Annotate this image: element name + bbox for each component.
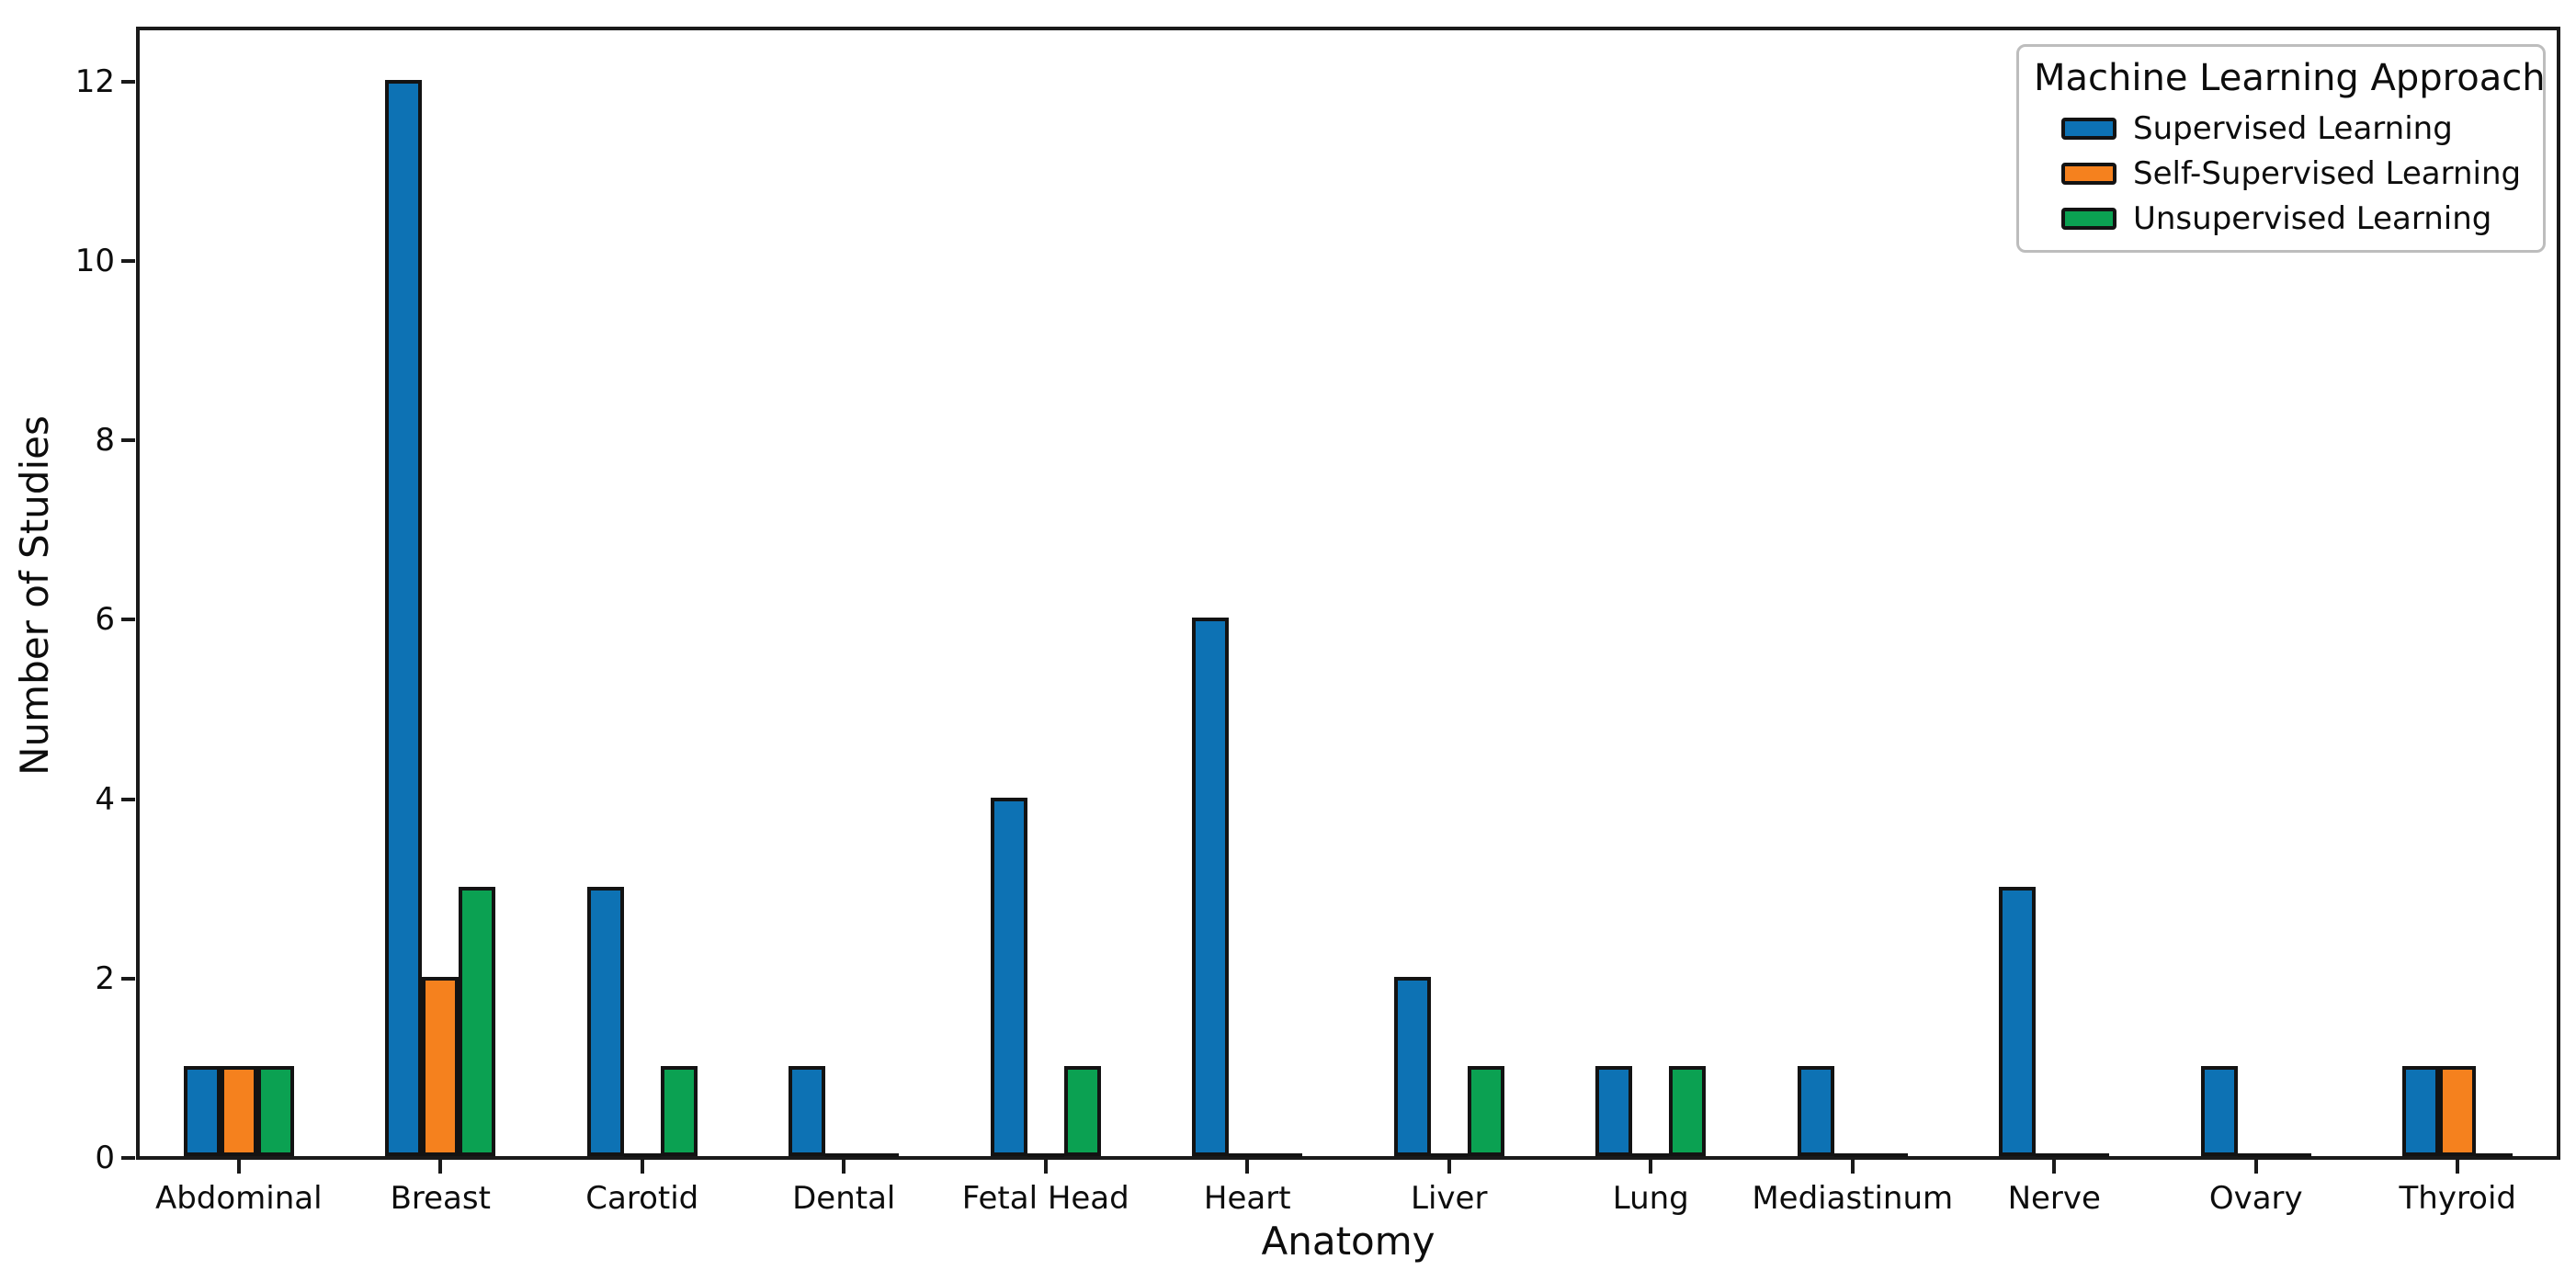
bar: [1797, 1066, 1834, 1156]
x-tick: [236, 1160, 241, 1174]
bar: [256, 1066, 294, 1156]
bar: [385, 79, 423, 1156]
bar: [220, 1066, 257, 1156]
y-tick-label: 10: [74, 243, 115, 279]
x-tick: [1649, 1160, 1653, 1174]
y-tick: [121, 618, 135, 622]
zero-height-bar: [1833, 1153, 1871, 1157]
x-tick-label: Liver: [1411, 1180, 1488, 1217]
x-tick: [438, 1160, 443, 1174]
y-tick-label: 2: [95, 959, 115, 997]
legend-title: Machine Learning Approach: [2034, 57, 2546, 99]
bar: [1192, 618, 1230, 1156]
y-axis-title: Number of Studies: [12, 415, 57, 776]
zero-height-bar: [825, 1153, 863, 1157]
x-tick-label: Ovary: [2208, 1180, 2303, 1217]
y-tick: [121, 259, 135, 263]
x-tick-label: Nerve: [2007, 1180, 2101, 1217]
legend-item-label: Self-Supervised Learning: [2133, 155, 2522, 192]
x-tick: [2253, 1160, 2258, 1174]
y-tick: [121, 797, 135, 801]
x-tick-label: Breast: [390, 1180, 491, 1217]
bar: [1063, 1066, 1101, 1156]
zero-height-bar: [1229, 1153, 1266, 1157]
y-tick: [121, 79, 135, 84]
y-tick: [121, 1156, 135, 1160]
y-tick-label: 0: [95, 1140, 115, 1176]
y-tick-label: 4: [95, 780, 115, 818]
x-tick-label: Lung: [1612, 1180, 1689, 1217]
legend-swatch: [2061, 208, 2116, 230]
zero-height-bar: [1632, 1153, 1670, 1157]
x-tick-label: Thyroid: [2399, 1180, 2517, 1217]
zero-height-bar: [862, 1153, 900, 1157]
x-tick-label: Dental: [792, 1180, 896, 1217]
zero-height-bar: [2274, 1153, 2311, 1157]
x-tick: [1850, 1160, 1855, 1174]
bar: [1393, 976, 1431, 1156]
bar: [660, 1066, 698, 1156]
bar: [1467, 1066, 1504, 1156]
x-tick: [1447, 1160, 1451, 1174]
bar: [990, 797, 1027, 1156]
legend-rows: Supervised Learning Self-Supervised Learn…: [2034, 110, 2528, 237]
y-tick-label: 12: [74, 62, 115, 100]
legend-swatch: [2061, 118, 2116, 140]
legend: Machine Learning Approach Supervised Lea…: [2016, 44, 2546, 253]
zero-height-bar: [2476, 1153, 2514, 1157]
x-tick: [1043, 1160, 1048, 1174]
bar: [459, 887, 496, 1156]
x-tick: [1245, 1160, 1250, 1174]
x-tick-label: Fetal Head: [961, 1180, 1129, 1217]
x-tick: [2052, 1160, 2057, 1174]
zero-height-bar: [1430, 1153, 1468, 1157]
legend-item-label: Unsupervised Learning: [2133, 200, 2492, 237]
y-tick: [121, 976, 135, 981]
zero-height-bar: [1027, 1153, 1064, 1157]
bar: [422, 976, 460, 1156]
legend-item: Supervised Learning: [2061, 110, 2528, 147]
bar: [2402, 1066, 2440, 1156]
x-tick-label: Carotid: [585, 1180, 699, 1217]
legend-item: Self-Supervised Learning: [2061, 155, 2528, 192]
bar: [1595, 1066, 1633, 1156]
legend-item-label: Supervised Learning: [2133, 110, 2453, 147]
zero-height-bar: [2036, 1153, 2073, 1157]
zero-height-bar: [1265, 1153, 1303, 1157]
x-tick: [640, 1160, 644, 1174]
x-axis-title: Anatomy: [1261, 1219, 1436, 1264]
bar: [1999, 887, 2037, 1156]
zero-height-bar: [1870, 1153, 1908, 1157]
x-tick-label: Abdominal: [154, 1180, 323, 1217]
bar: [789, 1066, 826, 1156]
zero-height-bar: [623, 1153, 661, 1157]
x-tick-label: Heart: [1203, 1180, 1291, 1217]
bar: [1669, 1066, 1707, 1156]
y-tick-label: 8: [95, 422, 115, 459]
x-tick-label: Mediastinum: [1752, 1180, 1954, 1217]
bar: [2439, 1066, 2477, 1156]
x-tick: [842, 1160, 846, 1174]
legend-item: Unsupervised Learning: [2061, 200, 2528, 237]
y-tick-label: 6: [95, 601, 115, 639]
y-tick: [121, 438, 135, 443]
zero-height-bar: [2237, 1153, 2275, 1157]
x-tick: [2456, 1160, 2460, 1174]
bar: [2200, 1066, 2238, 1156]
bar: [586, 887, 624, 1156]
legend-swatch: [2061, 163, 2116, 185]
zero-height-bar: [2072, 1153, 2110, 1157]
bar: [183, 1066, 221, 1156]
